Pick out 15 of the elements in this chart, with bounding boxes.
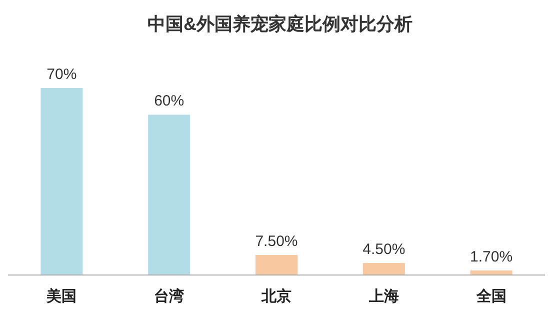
x-tick-label: 北京 <box>260 287 292 305</box>
data-label: 1.70% <box>470 248 513 266</box>
chart-title: 中国&外国养宠家庭比例对比分析 <box>148 14 412 34</box>
bar <box>256 254 298 275</box>
data-label: 4.50% <box>362 240 406 258</box>
data-label: 70% <box>46 66 77 83</box>
x-tick-label: 上海 <box>368 288 399 305</box>
data-label: 7.50% <box>255 232 298 250</box>
bar <box>362 262 405 275</box>
bar <box>40 88 83 275</box>
x-tick-label: 台湾 <box>154 287 184 305</box>
x-tick-label: 美国 <box>46 287 77 305</box>
bar <box>148 114 190 275</box>
x-tick-label: 全国 <box>475 288 506 305</box>
data-label: 60% <box>154 92 184 110</box>
